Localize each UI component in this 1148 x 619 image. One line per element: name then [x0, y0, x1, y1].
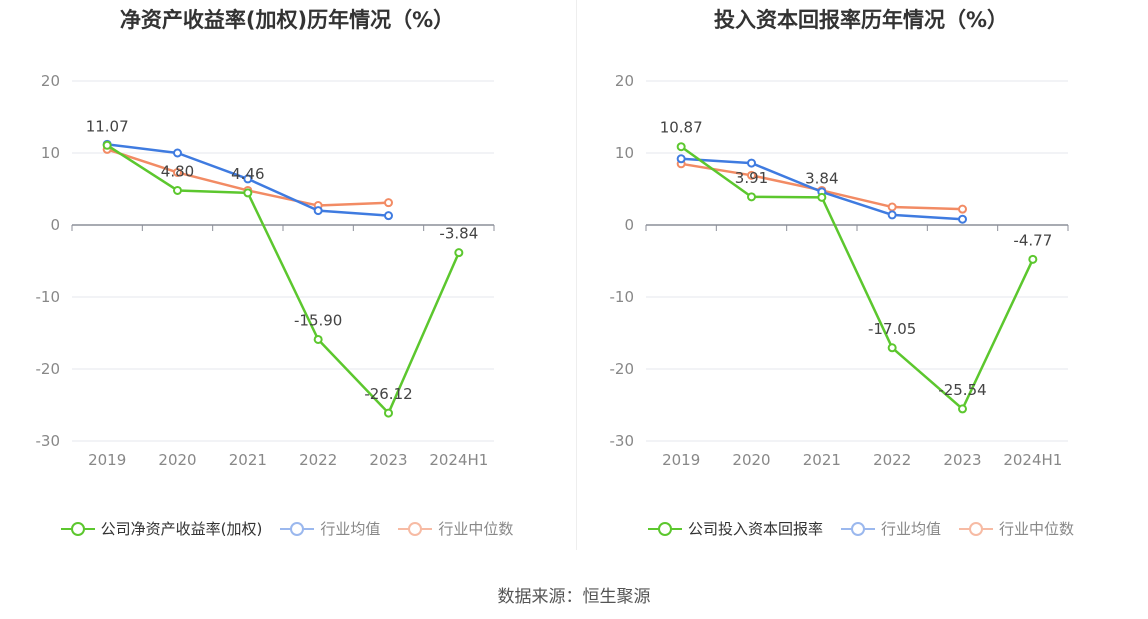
- data-point: [887, 202, 897, 212]
- data-label: 10.87: [660, 119, 703, 137]
- data-point: [173, 185, 182, 195]
- data-point: [958, 204, 967, 214]
- data-point: [1028, 254, 1038, 264]
- data-point: [243, 188, 253, 198]
- legend-marker-icon: [60, 521, 95, 536]
- y-tick-label: 10: [615, 144, 634, 162]
- data-point: [887, 343, 897, 353]
- data-point: [676, 154, 686, 164]
- legend-item-industry-mean[interactable]: 行业均值: [280, 518, 380, 539]
- legend-label: 公司净资产收益率(加权): [100, 520, 263, 538]
- panel-divider: [576, 0, 577, 550]
- data-point: [747, 192, 756, 202]
- left-chart-panel: 净资产收益率(加权)历年情况（%） 20 10 0 -10 -20 -30 2019 2020…: [0, 0, 574, 560]
- legend-marker-icon: [647, 521, 682, 536]
- y-tick-label: 20: [41, 72, 60, 90]
- data-label: -15.90: [294, 311, 342, 329]
- data-point: [384, 211, 393, 221]
- chart-title: 净资产收益率(加权)历年情况（%）: [119, 8, 455, 32]
- legend-marker-icon: [840, 521, 875, 536]
- x-tick-label: 2021: [229, 451, 267, 469]
- chart-title: 投入资本回报率历年情况（%）: [713, 8, 1009, 32]
- legend-label: 行业均值: [320, 520, 381, 538]
- legend-item-company[interactable]: 公司投入资本回报率: [647, 518, 823, 539]
- data-point: [313, 206, 323, 216]
- data-point: [887, 210, 897, 220]
- data-point: [958, 404, 967, 414]
- y-tick-label: -30: [36, 432, 61, 450]
- legend: 公司净资产收益率(加权) 行业均值 行业中位数: [0, 518, 574, 539]
- x-tick-label: 2023: [369, 451, 407, 469]
- x-tick-label: 2024H1: [429, 451, 488, 469]
- legend: 公司投入资本回报率 行业均值 行业中位数: [574, 518, 1148, 539]
- data-label: 3.84: [805, 169, 838, 187]
- legend-label: 行业均值: [880, 520, 941, 538]
- legend-label: 行业中位数: [999, 520, 1075, 538]
- data-point: [747, 158, 756, 168]
- legend-item-company[interactable]: 公司净资产收益率(加权): [60, 518, 263, 539]
- line-chart-roic: 20 10 0 -10 -20 -30 2019 2020 2021 2022 2023 2024H1…: [610, 72, 1069, 469]
- x-tick-label: 2024H1: [1003, 451, 1062, 469]
- y-tick-label: -20: [610, 360, 635, 378]
- x-tick-label: 2019: [88, 451, 126, 469]
- y-tick-label: -30: [610, 432, 635, 450]
- data-label: -4.77: [1013, 231, 1052, 249]
- right-chart-panel: 投入资本回报率历年情况（%） 20 10 0 -10 -20 -30 2019 2020 202…: [574, 0, 1148, 560]
- data-point: [958, 214, 967, 224]
- data-point: [384, 198, 393, 208]
- legend-item-industry-median[interactable]: 行业中位数: [959, 518, 1074, 539]
- legend-marker-icon: [959, 521, 993, 536]
- data-point: [173, 167, 182, 177]
- y-tick-label: 0: [50, 216, 60, 234]
- x-tick-label: 2020: [158, 451, 196, 469]
- data-point: [817, 192, 827, 202]
- data-point: [102, 140, 112, 150]
- y-tick-label: -20: [36, 360, 61, 378]
- legend-item-industry-median[interactable]: 行业中位数: [398, 518, 513, 539]
- x-tick-label: 2019: [662, 451, 700, 469]
- x-tick-label: 2022: [299, 451, 337, 469]
- data-source-note: 数据来源：恒生聚源: [497, 587, 651, 607]
- legend-marker-icon: [398, 521, 433, 536]
- data-point: [384, 408, 393, 418]
- x-tick-label: 2023: [943, 451, 981, 469]
- data-point: [173, 148, 182, 158]
- y-tick-label: 10: [41, 144, 60, 162]
- y-tick-label: -10: [610, 288, 635, 306]
- data-point: [747, 170, 756, 180]
- legend-item-industry-mean[interactable]: 行业均值: [840, 518, 941, 539]
- data-point: [313, 334, 323, 344]
- data-label: -26.12: [364, 385, 412, 403]
- data-label: 3.91: [735, 169, 768, 187]
- data-point: [454, 248, 464, 258]
- data-label: -25.54: [938, 381, 986, 399]
- x-tick-label: 2022: [873, 451, 911, 469]
- data-point: [243, 174, 253, 184]
- data-label: -17.05: [868, 320, 916, 338]
- series-line: [106, 144, 460, 415]
- legend-marker-icon: [280, 521, 315, 536]
- series-line: [680, 145, 1034, 411]
- legend-label: 公司投入资本回报率: [687, 520, 823, 538]
- x-tick-label: 2021: [803, 451, 841, 469]
- line-chart-roe: 20 10 0 -10 -20 -30 2019 2020 2021 2022 2023 2024H1…: [36, 72, 495, 469]
- x-tick-label: 2020: [732, 451, 770, 469]
- data-label: 4.80: [161, 162, 194, 180]
- y-tick-label: 0: [624, 216, 634, 234]
- legend-label: 行业中位数: [438, 520, 514, 538]
- data-label: 4.46: [231, 165, 264, 183]
- y-tick-label: -10: [36, 288, 61, 306]
- y-tick-label: 20: [615, 72, 634, 90]
- data-point: [676, 142, 686, 152]
- data-label: -3.84: [439, 225, 478, 243]
- data-label: 11.07: [86, 117, 129, 135]
